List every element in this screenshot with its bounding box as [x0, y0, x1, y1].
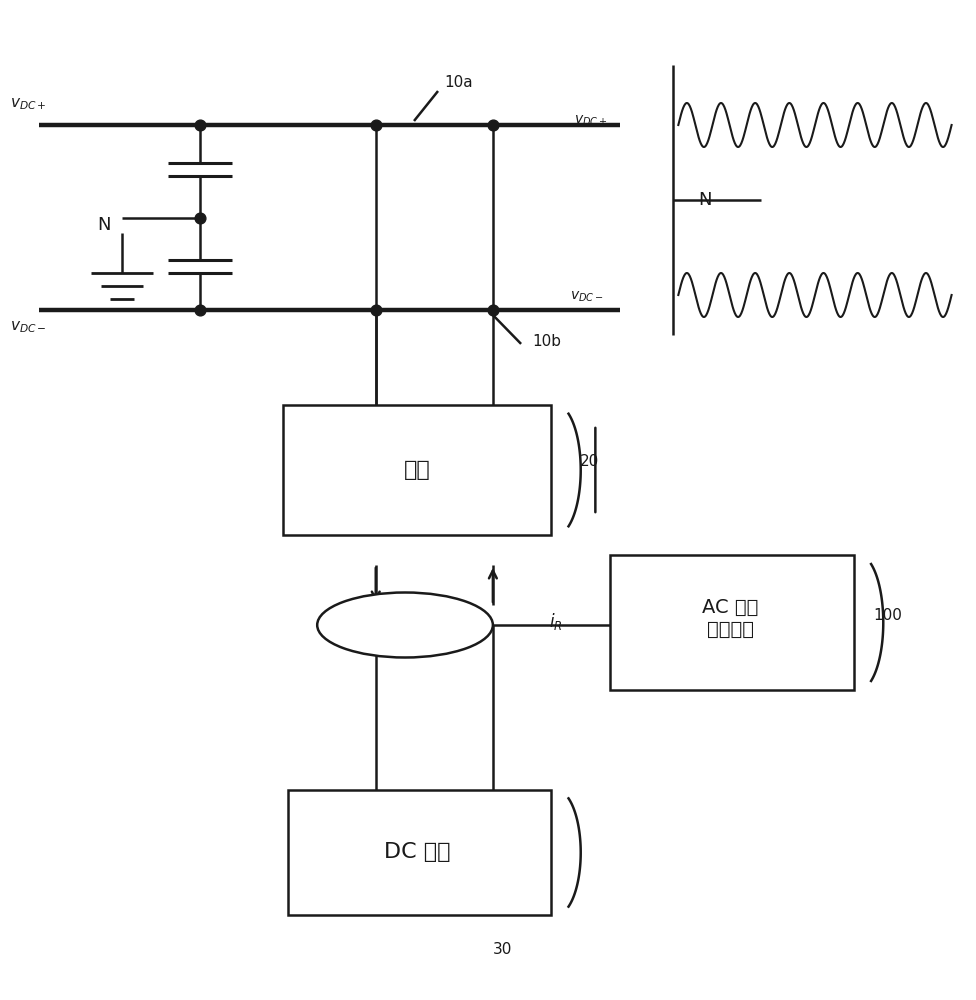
Text: DC 电源: DC 电源 [384, 842, 450, 862]
Point [192, 302, 208, 318]
Point [485, 117, 501, 133]
Text: $i_R$: $i_R$ [549, 611, 562, 633]
Text: 100: 100 [874, 607, 903, 622]
Point [192, 117, 208, 133]
Text: AC 故障
检测电路: AC 故障 检测电路 [702, 597, 758, 639]
Text: $v_{DC-}$: $v_{DC-}$ [570, 290, 603, 304]
Point [485, 302, 501, 318]
Point [368, 302, 384, 318]
Text: N: N [98, 216, 111, 234]
Point [192, 210, 208, 226]
Text: N: N [698, 191, 712, 209]
Text: 30: 30 [493, 942, 512, 957]
Point [368, 117, 384, 133]
FancyBboxPatch shape [288, 790, 551, 915]
Text: $v_{DC+}$: $v_{DC+}$ [10, 96, 46, 112]
Text: $v_{DC-}$: $v_{DC-}$ [10, 319, 46, 335]
Ellipse shape [317, 592, 493, 658]
Text: $v_{DC+}$: $v_{DC+}$ [574, 114, 607, 128]
Text: 10b: 10b [532, 334, 561, 349]
Text: 10a: 10a [444, 75, 472, 90]
Text: 接口: 接口 [403, 460, 430, 480]
Text: 20: 20 [580, 454, 599, 470]
FancyBboxPatch shape [283, 405, 551, 535]
FancyBboxPatch shape [610, 555, 854, 690]
